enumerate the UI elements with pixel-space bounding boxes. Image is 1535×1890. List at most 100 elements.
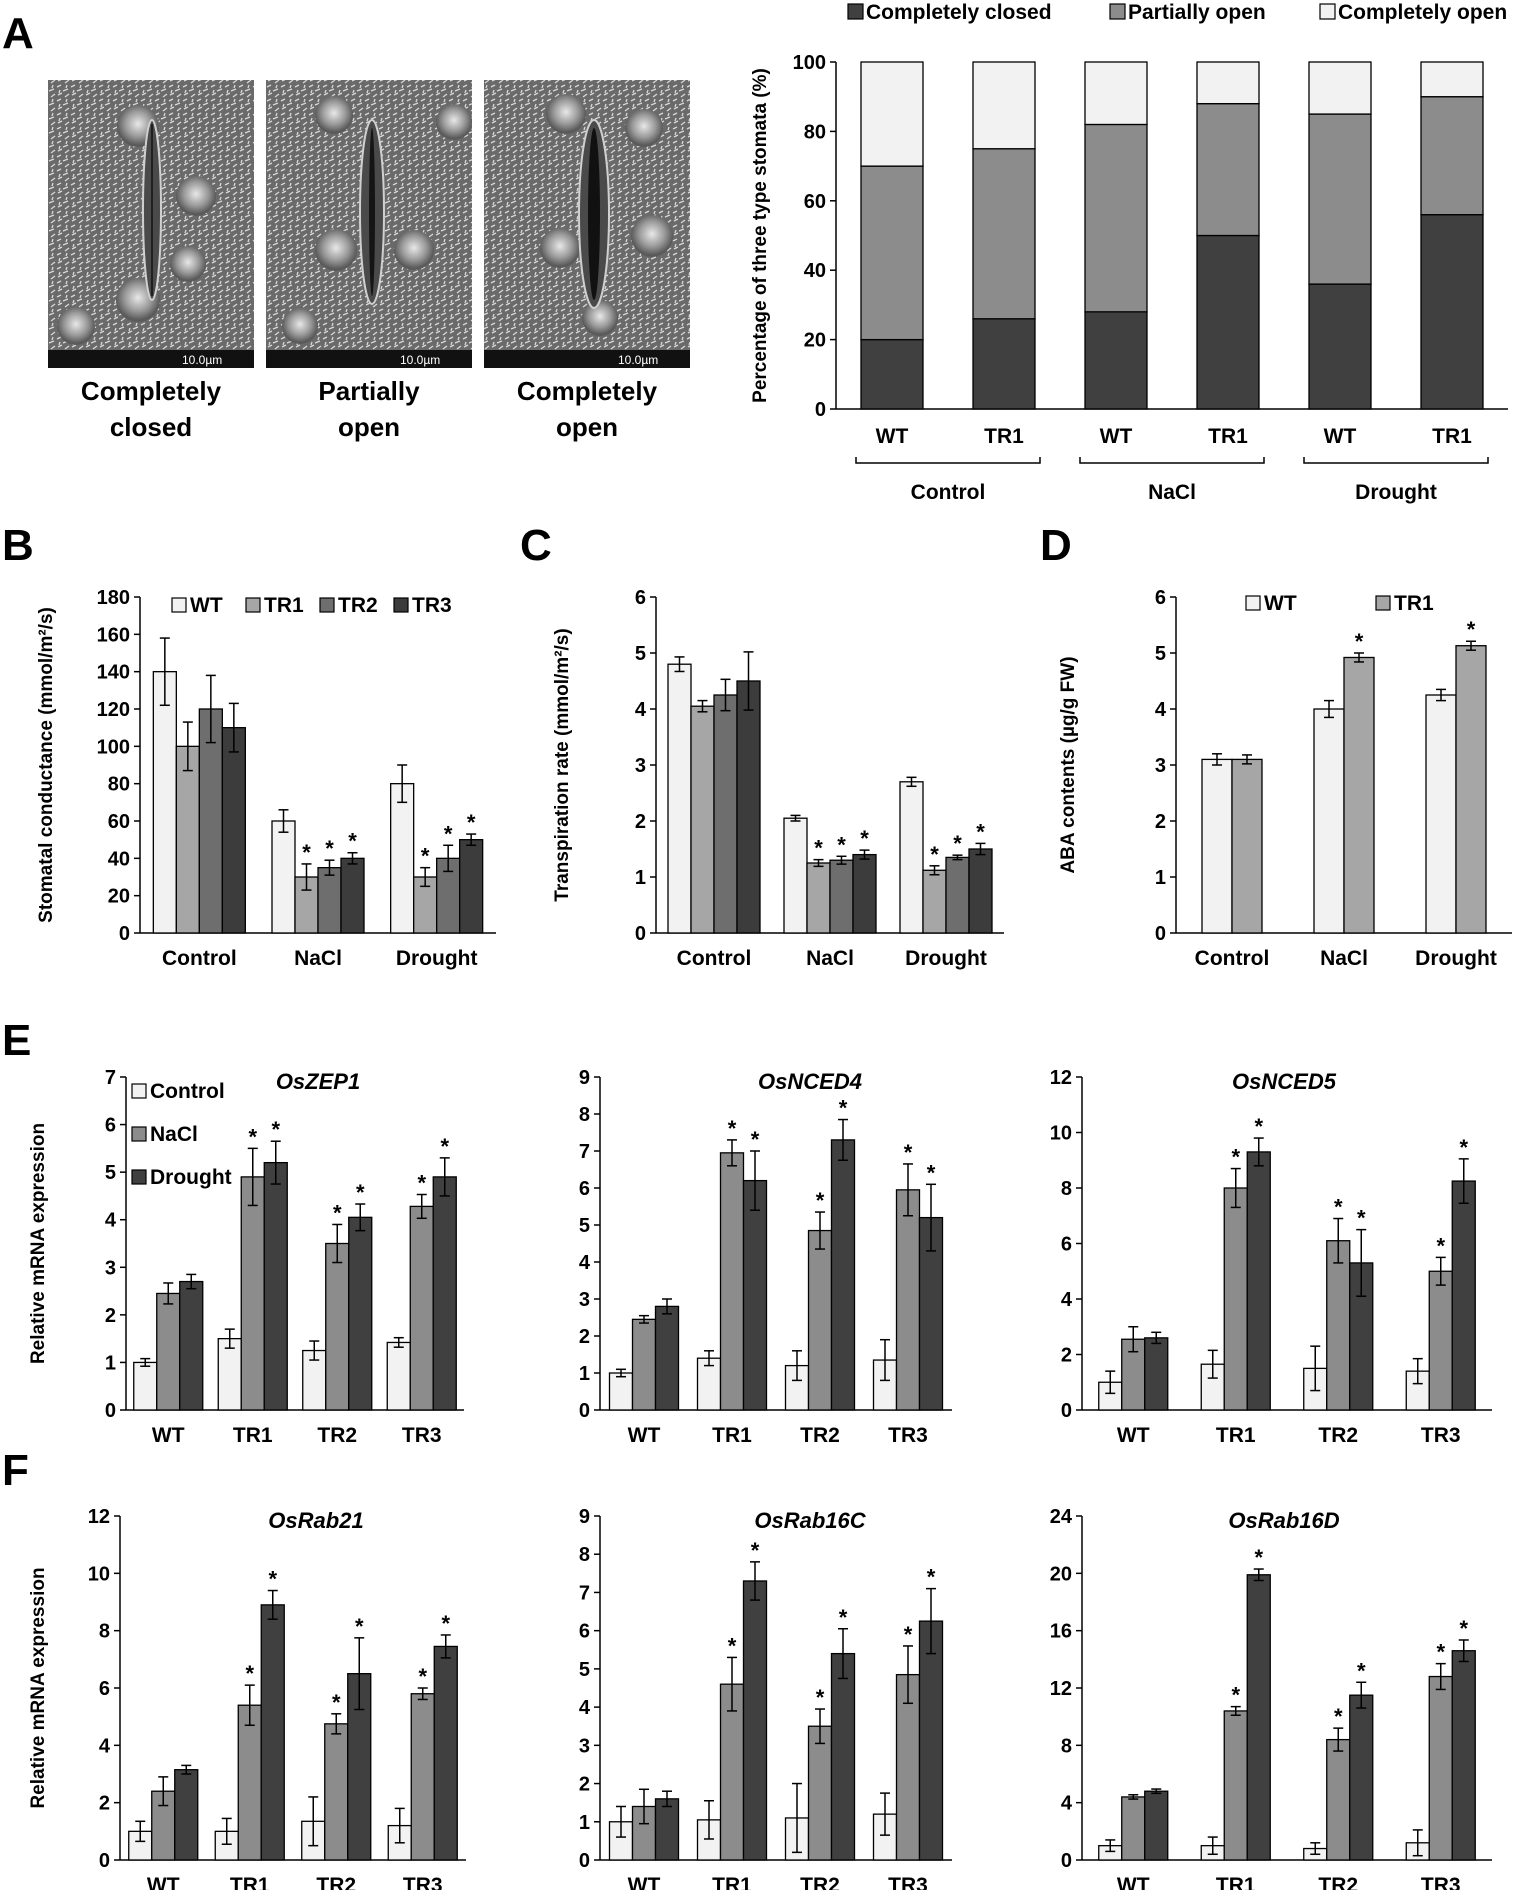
significance-star: * <box>904 1622 913 1647</box>
y-tick-label: 1 <box>1155 867 1166 889</box>
y-tick-label: 5 <box>105 1162 116 1184</box>
bar-wt-control <box>1201 758 1233 934</box>
legend-swatch-wt <box>1245 595 1261 611</box>
caption-completely-closed-line1: Completely <box>81 376 222 406</box>
y-tick-label: 2 <box>99 1793 110 1815</box>
significance-star: * <box>728 1633 737 1658</box>
y-tick-label: 4 <box>635 699 647 721</box>
y-tick-label: 2 <box>579 1326 590 1348</box>
bar-tr3-control <box>736 680 761 934</box>
bar-tr2-drought <box>945 856 970 934</box>
significance-star: * <box>1334 1704 1343 1729</box>
y-tick-label: 8 <box>1061 1178 1072 1200</box>
legend-swatch-tr2 <box>319 597 335 613</box>
y-tick-label: 6 <box>105 1115 116 1137</box>
gene-title: OsNCED5 <box>1232 1069 1337 1094</box>
x-category-label: WT <box>1117 1874 1150 1890</box>
caption-partially-open-line2: open <box>338 412 400 442</box>
y-tick-label: 8 <box>579 1544 590 1566</box>
y-tick-label: 3 <box>635 755 646 777</box>
y-tick-label: 10 <box>88 1563 110 1585</box>
y-tick-label: 3 <box>1155 755 1166 777</box>
y-tick-label: 24 <box>1050 1506 1073 1528</box>
significance-star: * <box>839 1605 848 1630</box>
caption-partially-open-line1: Partially <box>318 376 420 406</box>
bar-control-tr3 <box>386 1341 411 1411</box>
x-category-label: TR1 <box>1216 1424 1256 1447</box>
chart-osnced5: 0 2 4 6 8 10 12 WT TR1 * * TR2 * * TR3 * * OsNCED5 <box>1050 1067 1492 1447</box>
stack-completely-open-5 <box>1420 61 1484 98</box>
y-tick-label: 8 <box>99 1621 110 1643</box>
y-tick-label: 2 <box>105 1305 116 1327</box>
y-tick-label: 12 <box>88 1506 110 1528</box>
bar-nacl-tr3 <box>1428 1675 1453 1861</box>
bar-nacl-tr3 <box>410 1693 435 1861</box>
bar-control-wt <box>608 1372 634 1411</box>
significance-star: * <box>927 1565 936 1590</box>
y-tick-label: 0 <box>1061 1400 1072 1422</box>
bar-nacl-tr2 <box>325 1242 350 1411</box>
significance-star: * <box>751 1538 760 1563</box>
stack-completely-closed-3 <box>1196 234 1260 410</box>
y-tick-label: 6 <box>579 1621 590 1643</box>
y-tick-label: 0 <box>579 1400 590 1422</box>
significance-star: * <box>816 1188 825 1213</box>
bar-tr1-control <box>175 745 200 934</box>
y-tick-label: 6 <box>1061 1234 1072 1256</box>
micrograph-completely-open: 10.0µm <box>484 80 690 368</box>
bar-wt-drought <box>899 781 924 934</box>
stack-completely-open-4 <box>1308 61 1372 115</box>
legend-label-completely-closed: Completely closed <box>866 1 1052 24</box>
y-tick-label: 1 <box>635 867 646 889</box>
significance-star: * <box>751 1127 760 1152</box>
x-category-label: WT <box>628 1874 661 1890</box>
caption-completely-open-line1: Completely <box>517 376 658 406</box>
y-tick-label: 3 <box>105 1257 116 1279</box>
y-tick-label: 0 <box>635 923 646 945</box>
legend-label-partially-open: Partially open <box>1128 1 1266 24</box>
x-category-label: Drought <box>396 947 478 970</box>
chart-osrab21: 0 2 4 6 8 10 12 WT TR1 * * TR2 * * TR3 * * Relative mRNA … <box>28 1506 466 1890</box>
stack-partially-open-3 <box>1196 102 1260 237</box>
bar-drought-wt <box>1144 1337 1169 1411</box>
chart-oszep1: 0 1 2 3 4 5 6 7 WT TR1 * * TR2 * * TR3 * * Relative mRNA e… <box>28 1067 464 1447</box>
bar-wt-control <box>152 671 177 934</box>
legend-label-wt: WT <box>190 594 223 617</box>
y-tick-label: 10 <box>1050 1123 1072 1145</box>
y-tick-label: 40 <box>108 848 130 870</box>
panel-letter-a: A <box>2 9 34 58</box>
significance-star: * <box>302 840 311 865</box>
bar-drought-tr1 <box>260 1604 285 1861</box>
group-label-drought: Drought <box>1355 481 1437 504</box>
significance-star: * <box>1254 1545 1263 1570</box>
y-tick-label: 60 <box>804 191 826 213</box>
x-category-label: Drought <box>905 947 987 970</box>
legend-swatch-control <box>131 1083 147 1099</box>
y-tick-label: 80 <box>108 774 130 796</box>
bar-drought-tr1 <box>742 1580 768 1861</box>
bar-tr3-control <box>221 727 246 934</box>
y-tick-label: 1 <box>579 1363 590 1385</box>
y-tick-label: 6 <box>99 1678 110 1700</box>
bar-drought-tr2 <box>348 1216 373 1411</box>
significance-star: * <box>1436 1233 1445 1258</box>
bar-nacl-tr1 <box>240 1176 265 1411</box>
scale-label: 10.0µm <box>400 353 440 367</box>
x-category-label: WT <box>1324 425 1357 448</box>
y-tick-label: 4 <box>1155 699 1167 721</box>
significance-star: * <box>348 829 357 854</box>
bar-nacl-tr3 <box>1428 1270 1453 1411</box>
y-tick-label: 1 <box>579 1812 590 1834</box>
bar-wt-drought <box>1425 694 1457 934</box>
y-tick-label: 6 <box>635 587 646 609</box>
legend-swatch-tr1 <box>245 597 261 613</box>
bar-nacl-tr1 <box>719 1152 745 1411</box>
y-tick-label: 2 <box>1061 1345 1072 1367</box>
y-axis-label: ABA contents (µg/g FW) <box>1058 656 1079 873</box>
significance-star: * <box>839 1096 848 1121</box>
y-tick-label: 4 <box>1061 1793 1073 1815</box>
bar-tr2-control <box>713 694 738 934</box>
y-tick-label: 2 <box>635 811 646 833</box>
x-category-label: TR2 <box>316 1874 356 1890</box>
panel-letter-c: C <box>520 521 552 570</box>
